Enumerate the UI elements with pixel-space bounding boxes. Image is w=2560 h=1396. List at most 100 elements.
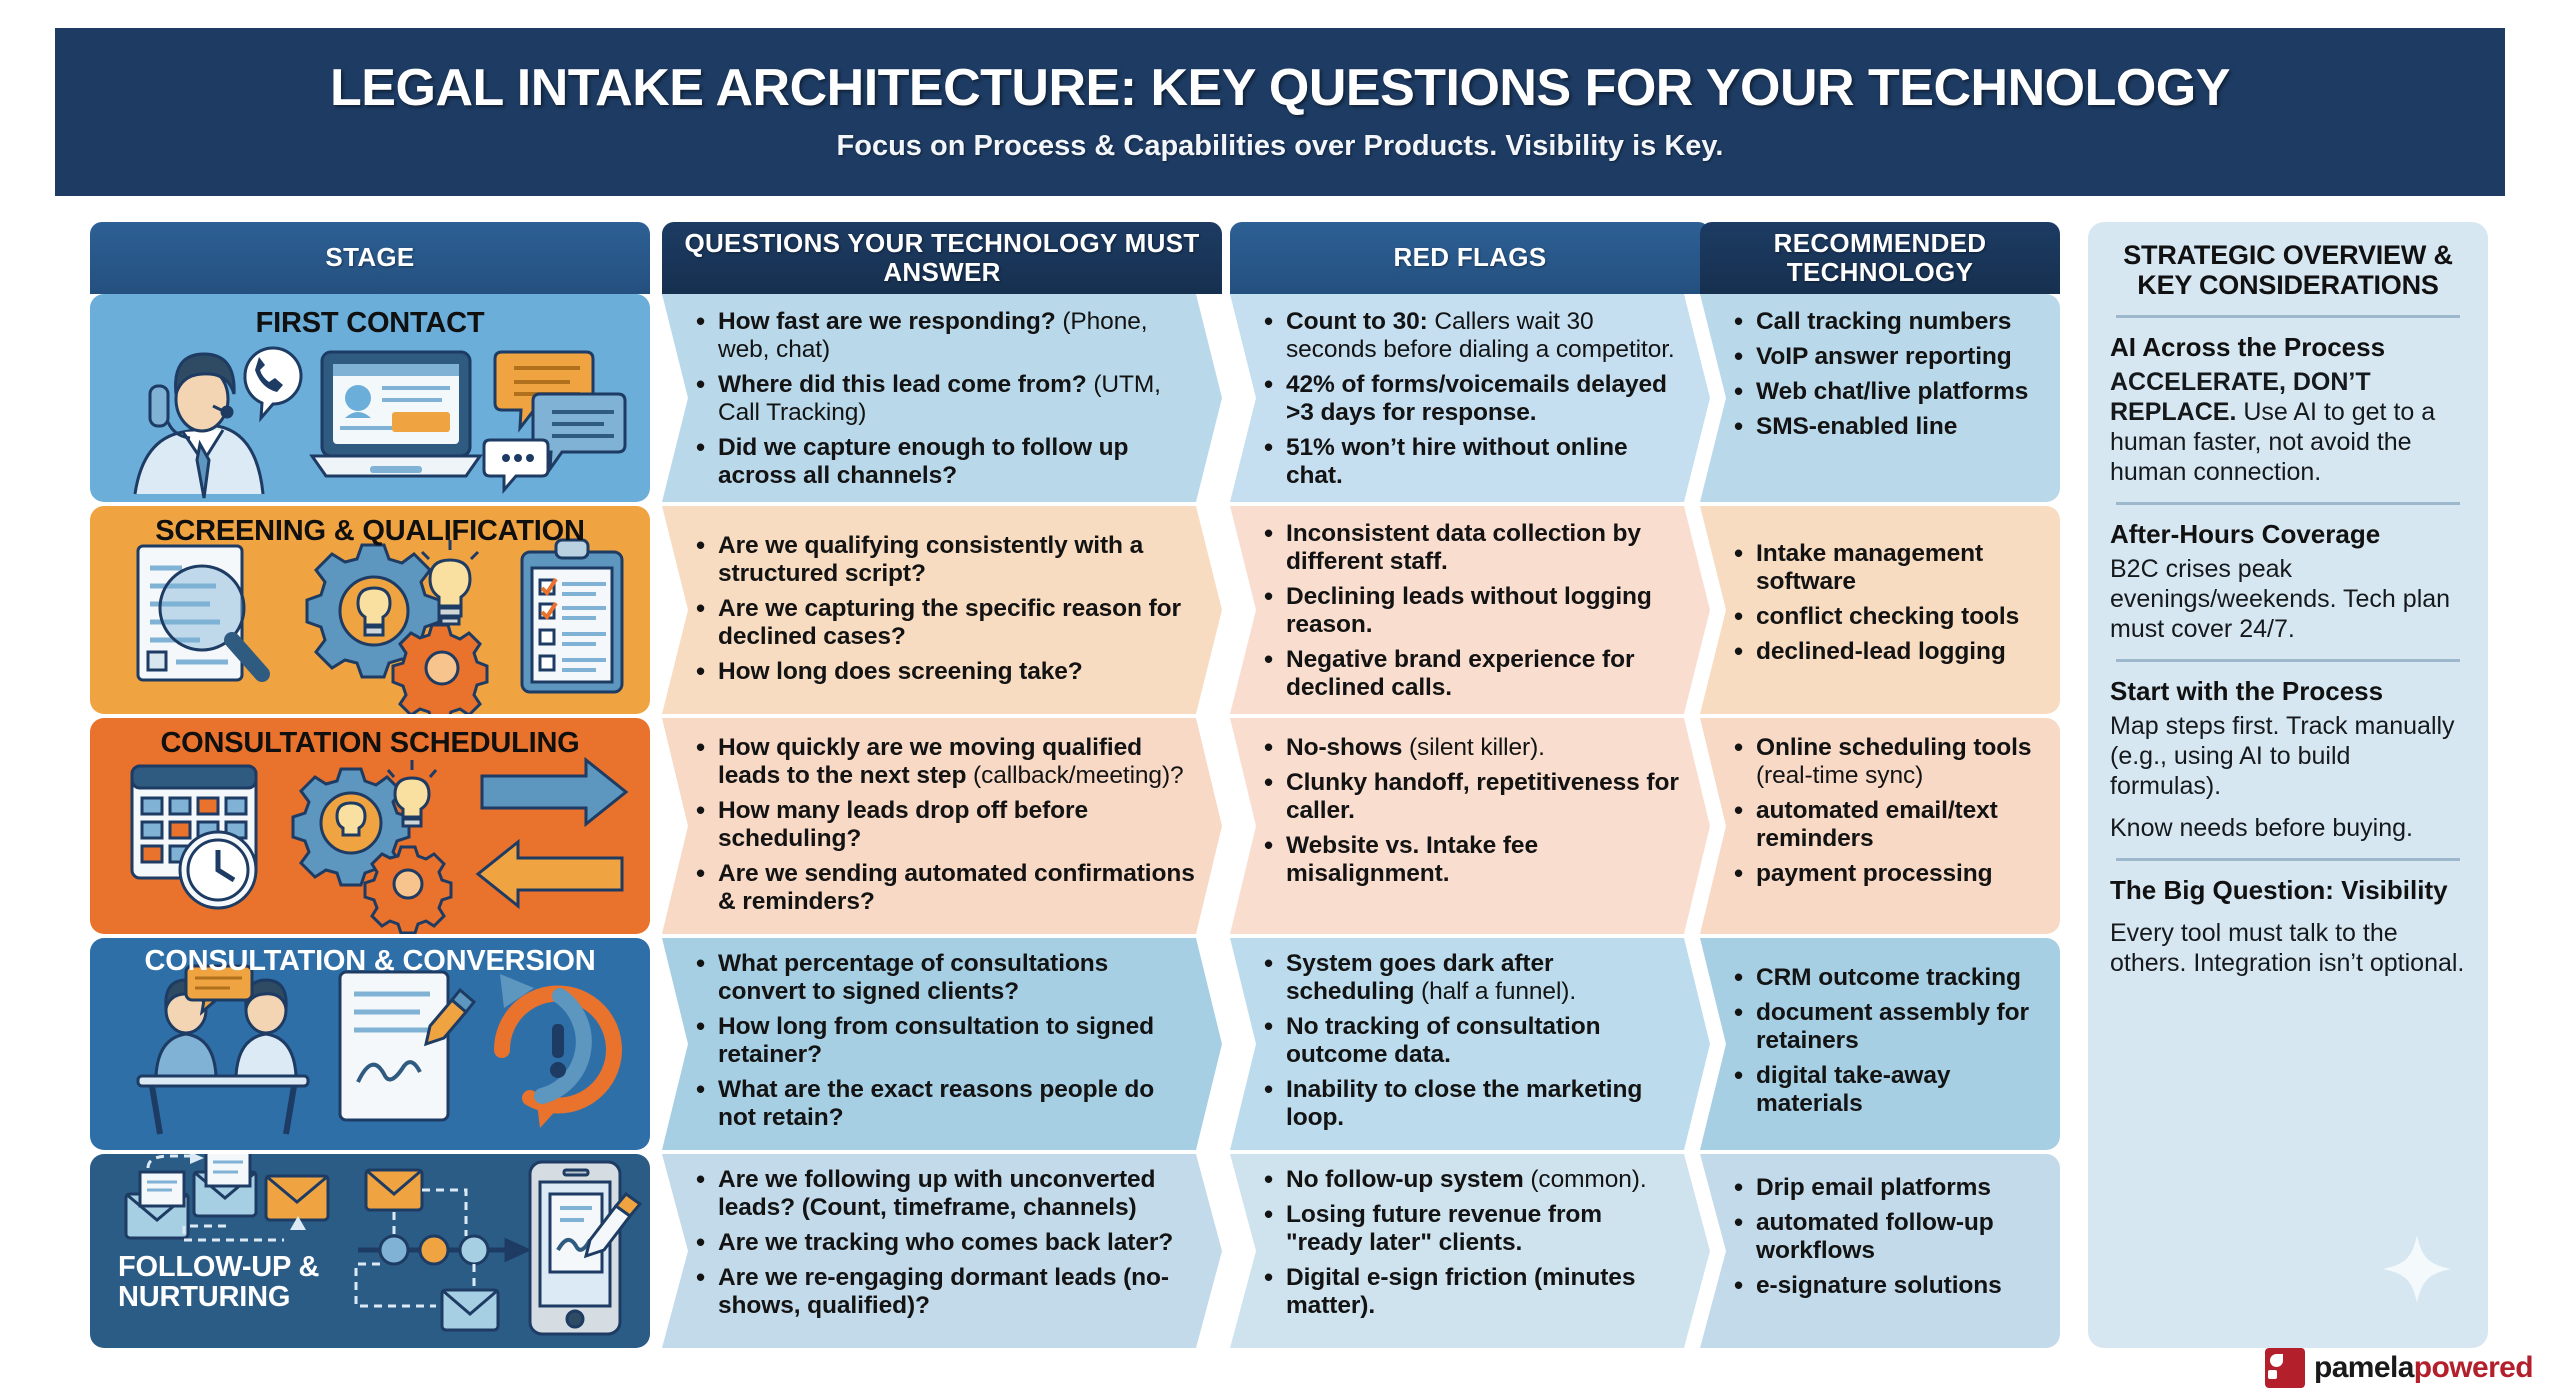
list-item: What are the exact reasons people do not… [692, 1076, 1196, 1132]
red-flags-list: No follow-up system (common). Losing fut… [1260, 1166, 1684, 1320]
divider [2116, 502, 2460, 506]
list-item: Count to 30: Callers wait 30 seconds bef… [1260, 308, 1684, 364]
column-header-questions: QUESTIONS YOUR TECHNOLOGY MUST ANSWER [662, 222, 1222, 294]
list-item: document assembly for retainers [1730, 998, 2034, 1055]
recommended-cell: CRM outcome tracking document assembly f… [1700, 938, 2060, 1150]
sidebar-heading: AI Across the Process [2110, 332, 2386, 363]
list-item: automated follow-up workflows [1730, 1208, 2034, 1265]
list-item: No-shows (silent killer). [1260, 734, 1684, 762]
list-item: How many leads drop off before schedulin… [692, 797, 1196, 853]
table-row: CONSULTATION & CONVERSION What percentag… [90, 938, 2060, 1150]
list-item: Are we sending automated confirmations &… [692, 860, 1196, 916]
list-item: Are we re-engaging dormant leads (no-sho… [692, 1264, 1196, 1320]
list-item: No tracking of consultation outcome data… [1260, 1013, 1684, 1069]
table-row: CONSULTATION SCHEDULING How quickly are … [90, 718, 2060, 934]
list-item: Online scheduling tools (real-time sync) [1730, 733, 2034, 790]
divider [2116, 659, 2460, 663]
page-title: LEGAL INTAKE ARCHITECTURE: KEY QUESTIONS… [330, 59, 2230, 118]
consultation-scheduling-illustration [130, 756, 629, 934]
list-item: Are we capturing the specific reason for… [692, 595, 1196, 651]
red-flags-cell: No-shows (silent killer). Clunky handoff… [1230, 718, 1710, 934]
brand-logo: pamelapowered [2265, 1348, 2534, 1388]
table-row: SCREENING & QUALIFICATION Are we qualify… [90, 506, 2060, 714]
questions-cell: How fast are we responding? (Phone, web,… [662, 294, 1222, 502]
list-item: Where did this lead come from? (UTM, Cal… [692, 371, 1196, 427]
divider [2116, 858, 2460, 862]
sidebar-title: STRATEGIC OVERVIEW & KEY CONSIDERATIONS [2123, 240, 2453, 301]
stage-cell: SCREENING & QUALIFICATION [90, 506, 650, 714]
list-item: Call tracking numbers [1730, 307, 2034, 336]
stage-label: SCREENING & QUALIFICATION [155, 515, 585, 547]
table-row: FIRST CONTACT How fast are we responding… [90, 294, 2060, 502]
stage-label: CONSULTATION & CONVERSION [144, 945, 596, 977]
sidebar-block-after-hours: After-Hours Coverage B2C crises peak eve… [2110, 519, 2466, 644]
questions-cell: How quickly are we moving qualified lead… [662, 718, 1222, 934]
stage-cell: CONSULTATION & CONVERSION [90, 938, 650, 1150]
list-item: Losing future revenue from "ready later"… [1260, 1201, 1684, 1257]
sidebar-heading: After-Hours Coverage [2110, 519, 2381, 550]
red-flags-list: Count to 30: Callers wait 30 seconds bef… [1260, 308, 1684, 490]
column-header-recommended: RECOMMENDED TECHNOLOGY [1700, 222, 2060, 294]
list-item: Drip email platforms [1730, 1173, 2034, 1202]
header-banner: LEGAL INTAKE ARCHITECTURE: KEY QUESTIONS… [55, 28, 2505, 196]
logo-text: pamelapowered [2314, 1351, 2534, 1384]
list-item: declined-lead logging [1730, 637, 2034, 666]
red-flags-list: No-shows (silent killer). Clunky handoff… [1260, 734, 1684, 888]
red-flags-cell: System goes dark after scheduling (half … [1230, 938, 1710, 1150]
sparkle-icon [2382, 1234, 2452, 1304]
list-item: VoIP answer reporting [1730, 342, 2034, 371]
red-flags-list: System goes dark after scheduling (half … [1260, 950, 1684, 1132]
red-flags-list: Inconsistent data collection by differen… [1260, 520, 1684, 702]
recommended-cell: Call tracking numbers VoIP answer report… [1700, 294, 2060, 502]
recommended-cell: Online scheduling tools (real-time sync)… [1700, 718, 2060, 934]
list-item: How long from consultation to signed ret… [692, 1013, 1196, 1069]
screening-qualification-illustration [136, 538, 624, 714]
questions-list: Are we following up with unconverted lea… [692, 1166, 1196, 1320]
recommended-list: Online scheduling tools (real-time sync)… [1730, 733, 2034, 888]
stage-cell: CONSULTATION SCHEDULING [90, 718, 650, 934]
list-item: Did we capture enough to follow up acros… [692, 434, 1196, 490]
divider [2116, 315, 2460, 319]
list-item: Web chat/live platforms [1730, 377, 2034, 406]
consultation-conversion-illustration [136, 964, 622, 1135]
list-item: 51% won’t hire without online chat. [1260, 434, 1684, 490]
red-flags-cell: Inconsistent data collection by differen… [1230, 506, 1710, 714]
first-contact-illustration [133, 346, 627, 499]
logo-mark-icon [2265, 1348, 2305, 1388]
list-item: 42% of forms/voicemails delayed >3 days … [1260, 371, 1684, 427]
recommended-list: Intake management software conflict chec… [1730, 539, 2034, 666]
list-item: CRM outcome tracking [1730, 963, 2034, 992]
stage-label: CONSULTATION SCHEDULING [160, 727, 580, 759]
recommended-list: Call tracking numbers VoIP answer report… [1730, 307, 2034, 441]
sidebar-block-process: Start with the Process Map steps first. … [2110, 676, 2466, 843]
list-item: System goes dark after scheduling (half … [1260, 950, 1684, 1006]
list-item: No follow-up system (common). [1260, 1166, 1684, 1194]
questions-cell: What percentage of consultations convert… [662, 938, 1222, 1150]
list-item: Negative brand experience for declined c… [1260, 646, 1684, 702]
list-item: Are we tracking who comes back later? [692, 1229, 1196, 1257]
recommended-cell: Drip email platforms automated follow-up… [1700, 1154, 2060, 1348]
table-row: FOLLOW-UP & NURTURING Are we following u… [90, 1154, 2060, 1348]
sidebar-block-ai: AI Across the Process ACCELERATE, DON’T … [2110, 333, 2466, 487]
list-item: How long does screening take? [692, 658, 1196, 686]
list-item: payment processing [1730, 859, 2034, 888]
column-header-red-flags: RED FLAGS [1230, 222, 1710, 294]
strategic-overview-sidebar: STRATEGIC OVERVIEW & KEY CONSIDERATIONS … [2088, 222, 2488, 1348]
list-item: Website vs. Intake fee misalignment. [1260, 832, 1684, 888]
list-item: conflict checking tools [1730, 602, 2034, 631]
list-item: Clunky handoff, repetitiveness for calle… [1260, 769, 1684, 825]
stage-cell: FOLLOW-UP & NURTURING [90, 1154, 650, 1348]
sidebar-body: ACCELERATE, DON’T REPLACE. Use AI to get… [2110, 368, 2436, 487]
sidebar-body: Map steps first. Track manually (e.g., u… [2110, 712, 2455, 801]
list-item: How fast are we responding? (Phone, web,… [692, 308, 1196, 364]
page-subtitle: Focus on Process & Capabilities over Pro… [836, 129, 1724, 162]
red-flags-cell: No follow-up system (common). Losing fut… [1230, 1154, 1710, 1348]
red-flags-cell: Count to 30: Callers wait 30 seconds bef… [1230, 294, 1710, 502]
list-item: SMS-enabled line [1730, 412, 2034, 441]
questions-cell: Are we following up with unconverted lea… [662, 1154, 1222, 1348]
questions-list: How quickly are we moving qualified lead… [692, 734, 1196, 916]
recommended-cell: Intake management software conflict chec… [1700, 506, 2060, 714]
list-item: Inability to close the marketing loop. [1260, 1076, 1684, 1132]
list-item: What percentage of consultations convert… [692, 950, 1196, 1006]
